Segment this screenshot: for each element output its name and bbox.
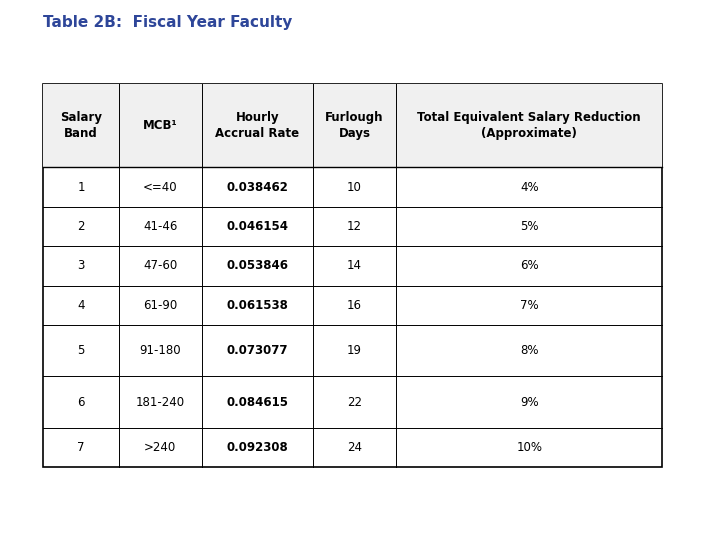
Text: 5%: 5%	[520, 220, 539, 233]
Text: Furlough
Days: Furlough Days	[325, 111, 384, 140]
Text: >240: >240	[144, 441, 176, 454]
Text: 1: 1	[77, 180, 85, 194]
Text: 0.046154: 0.046154	[226, 220, 289, 233]
Text: 0.092308: 0.092308	[227, 441, 288, 454]
Text: 0.038462: 0.038462	[227, 180, 288, 194]
Text: 8%: 8%	[520, 344, 539, 357]
Text: 2: 2	[77, 220, 85, 233]
Text: 6: 6	[77, 395, 85, 409]
Text: 24: 24	[347, 441, 362, 454]
Text: Total Equivalent Salary Reduction
(Approximate): Total Equivalent Salary Reduction (Appro…	[418, 111, 641, 140]
Text: 10: 10	[347, 180, 362, 194]
Text: MCB¹: MCB¹	[143, 119, 178, 132]
Text: 0.073077: 0.073077	[227, 344, 288, 357]
Text: 61-90: 61-90	[143, 299, 177, 312]
Bar	[43, 84, 662, 467]
Bar	[43, 84, 662, 167]
Text: 3: 3	[77, 259, 85, 273]
Text: Salary
Band: Salary Band	[60, 111, 102, 140]
Text: 181-240: 181-240	[135, 395, 185, 409]
Text: 12: 12	[347, 220, 362, 233]
Text: Hourly
Accrual Rate: Hourly Accrual Rate	[215, 111, 300, 140]
Text: 6%: 6%	[520, 259, 539, 273]
Text: 7%: 7%	[520, 299, 539, 312]
Text: 22: 22	[347, 395, 362, 409]
Text: 4: 4	[77, 299, 85, 312]
Text: 91-180: 91-180	[140, 344, 181, 357]
Text: 19: 19	[347, 344, 362, 357]
Text: 5: 5	[77, 344, 85, 357]
Text: 0.084615: 0.084615	[226, 395, 289, 409]
Text: 9%: 9%	[520, 395, 539, 409]
Text: 14: 14	[347, 259, 362, 273]
Text: 16: 16	[347, 299, 362, 312]
Text: 10%: 10%	[516, 441, 542, 454]
Text: 0.061538: 0.061538	[227, 299, 288, 312]
Text: 41-46: 41-46	[143, 220, 177, 233]
Text: 0.053846: 0.053846	[226, 259, 289, 273]
Text: Table 2B:  Fiscal Year Faculty: Table 2B: Fiscal Year Faculty	[43, 15, 292, 30]
Text: 47-60: 47-60	[143, 259, 177, 273]
Text: 4%: 4%	[520, 180, 539, 194]
Text: 7: 7	[77, 441, 85, 454]
Text: <=40: <=40	[143, 180, 178, 194]
